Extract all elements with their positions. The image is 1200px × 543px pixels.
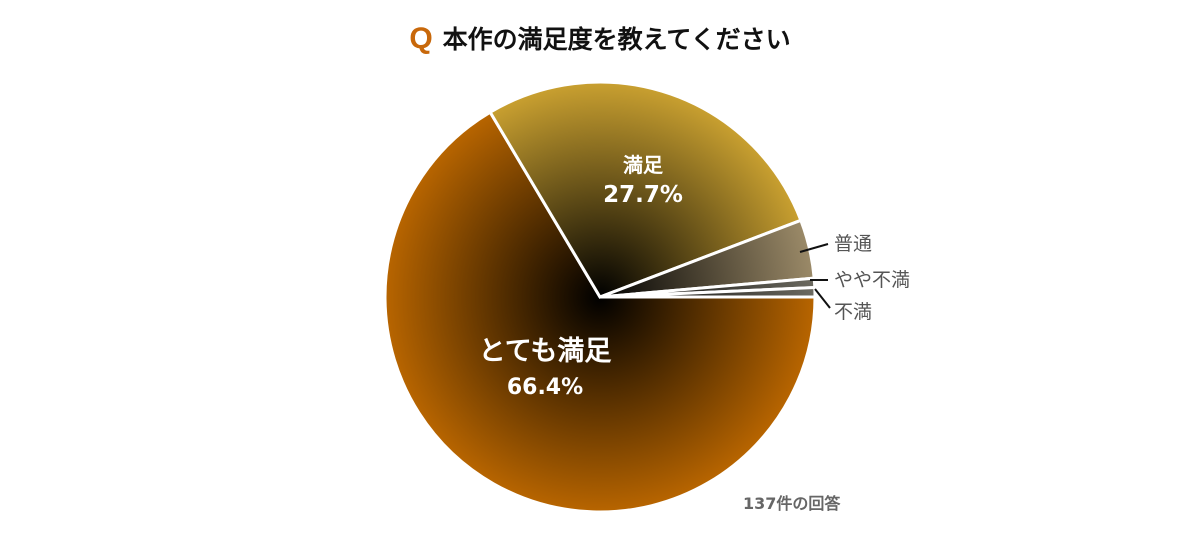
chart-title-text: 本作の満足度を教えてください bbox=[442, 25, 791, 54]
pie-slice-0 bbox=[383, 110, 817, 514]
leader-line bbox=[814, 288, 831, 309]
slice-value-label: 66.4% bbox=[507, 375, 583, 400]
slice-value-label: 27.7% bbox=[603, 182, 683, 208]
slice-label: やや不満 bbox=[834, 269, 910, 291]
slice-label: とても満足 bbox=[479, 336, 612, 367]
response-count: 137件の回答 bbox=[743, 494, 841, 513]
slice-label: 普通 bbox=[834, 233, 872, 255]
slice-label: 満足 bbox=[623, 153, 664, 177]
pie-slice-1 bbox=[488, 80, 803, 299]
slice-label: 不満 bbox=[834, 301, 872, 323]
chart-title: Q 本作の満足度を教えてください bbox=[0, 20, 1200, 56]
leader-line bbox=[799, 243, 829, 253]
question-marker: Q bbox=[409, 22, 433, 55]
pie-slice-4 bbox=[599, 285, 817, 299]
